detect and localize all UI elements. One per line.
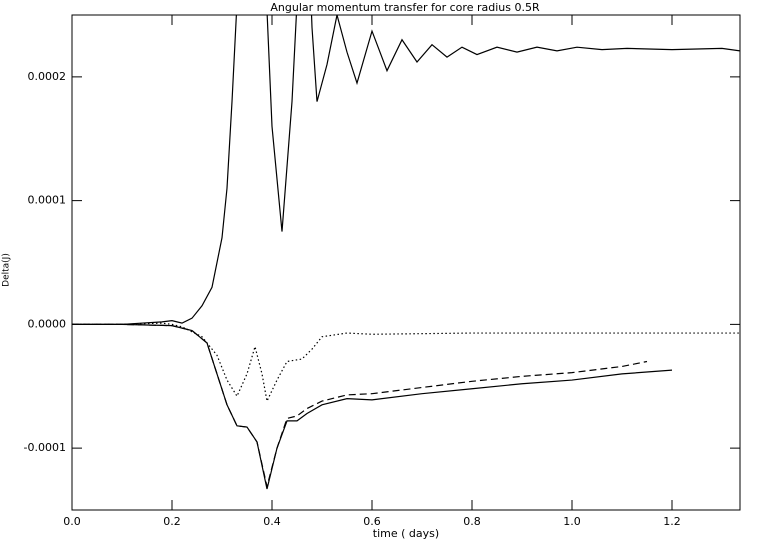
series-line [72,323,648,487]
plot-frame [71,14,741,511]
x-tick-label: 0.8 [463,515,481,528]
y-tick-label: 0.0000 [28,317,67,330]
series-line [72,15,740,325]
chart-title: Angular momentum transfer for core radiu… [270,1,540,14]
y-tick-label: 0.0001 [28,194,67,207]
y-axis-label: Delta(J) [2,253,12,287]
y-tick-label: 0.0002 [28,70,67,83]
x-tick-label: 0.2 [163,515,181,528]
x-tick-label: 0.4 [263,515,281,528]
y-tick-label: -0.0001 [24,441,66,454]
x-tick-label: 1.0 [563,515,581,528]
x-axis-label: time ( days) [373,527,439,540]
series-line [72,323,673,490]
x-tick-label: 1.2 [663,515,681,528]
x-tick-label: 0.6 [363,515,381,528]
x-tick-label: 0.0 [63,515,81,528]
